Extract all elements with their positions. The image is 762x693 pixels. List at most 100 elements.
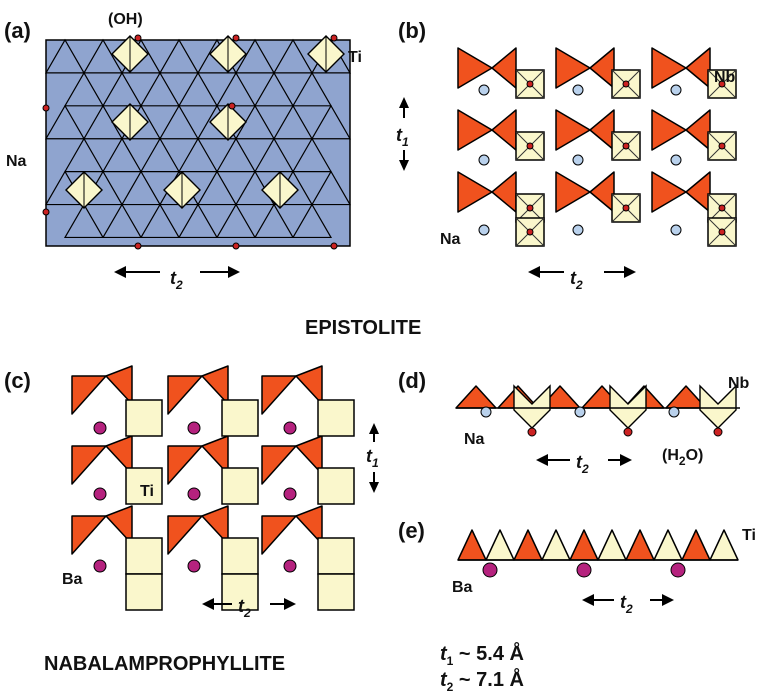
h2o-site [623,427,633,437]
na-site [478,224,490,236]
ba-site [283,487,297,501]
t2-axis-c: t2 [202,596,296,620]
nb-triangle [555,171,591,213]
ba-site [670,562,686,578]
ti-square [125,537,163,575]
octahedron-edge [82,38,124,74]
t2-label-a: t2 [170,268,183,292]
nb-triangle [589,171,615,213]
ti-square [125,467,163,505]
nb-triangle [685,171,711,213]
nb-triangle [457,47,493,89]
na-site [572,224,584,236]
t2-axis-b: t2 [528,266,636,292]
na-label-d: Na [464,431,485,448]
ti-chain-triangle [653,529,683,561]
octahedron-edge [253,203,295,239]
ba-site [93,421,107,435]
octahedron-edge [215,137,257,173]
nb-triangle [491,171,517,213]
panel-b-polyhedra [457,47,737,247]
nb-triangle [555,47,591,89]
ti-triangle [261,515,297,555]
octahedron-edge [272,38,314,74]
octahedron-edge [291,203,333,239]
na-site [478,84,490,96]
nb-triangle [589,47,615,89]
h2o-site [713,427,723,437]
nb-triangle [457,171,493,213]
oh-site [42,208,50,216]
oh-site [622,204,630,212]
na-label-a: Na [6,153,27,170]
oh-label: (OH) [108,11,143,28]
ti-triangle [105,505,133,545]
ti-square [317,399,355,437]
ba-site [576,562,592,578]
nb-triangle [491,47,517,89]
ti-square [125,573,163,611]
nb-triangle [651,47,687,89]
octahedron-edge [310,170,352,206]
panel-b: (b) Nb Na t1 t2 [396,18,737,292]
ba-site [93,487,107,501]
octahedron-edge [196,170,238,206]
ti-chain-triangle [569,529,599,561]
ba-site [187,421,201,435]
t2-value: t2 ~ 7.1 Å [440,667,524,693]
ti-triangle [105,365,133,405]
octahedron-edge [139,137,181,173]
nb-triangle [651,171,687,213]
octahedron-edge [101,71,143,107]
ba-site [283,559,297,573]
nb-chain-polyhedron [699,384,737,429]
oh-site [134,34,142,42]
t2-axis-a: t2 [114,266,240,292]
octahedron-edge [253,137,295,173]
octahedron-edge [101,203,143,239]
oh-site [42,104,50,112]
ti-triangle [71,375,107,415]
ti-triangle [201,435,229,475]
ti-chain-triangle [513,529,543,561]
ti-chain-triangle [681,529,711,561]
octahedron-edge [158,104,200,140]
octahedron-edge [272,104,314,140]
na-site [574,406,586,418]
ti-triangle [71,515,107,555]
ti-triangle [295,505,323,545]
na-site [572,154,584,166]
ba-site [283,421,297,435]
nb-label-d: Nb [728,375,750,392]
nb-triangle [457,109,493,151]
ti-square [221,467,259,505]
ti-triangle [105,435,133,475]
t2-label-d: t2 [576,452,589,476]
ti-triangle [261,445,297,485]
octahedron-edge [63,71,105,107]
nb-triangle [589,109,615,151]
octahedron-edge [177,137,219,173]
octahedron-edge [177,71,219,107]
octahedron-edge [291,71,333,107]
t1-axis-c: t1 [366,423,379,493]
ti-chain-triangle [457,529,487,561]
panel-e-label: (e) [398,518,425,543]
octahedron-edge [158,38,200,74]
parameter-legend: t1 ~ 5.4 Å t2 ~ 7.1 Å [440,641,524,693]
ba-site [187,559,201,573]
t2-label-e: t2 [620,592,633,616]
oh-site [228,102,236,110]
oh-site [526,142,534,150]
ti-square [317,467,355,505]
panel-e: (e) Ti Ba t2 [398,518,756,616]
ti-triangle [295,435,323,475]
oh-site [526,80,534,88]
na-label-b: Na [440,231,461,248]
oh-site [622,142,630,150]
oh-site [718,142,726,150]
ti-triangle [167,445,203,485]
panel-b-label: (b) [398,18,426,43]
octahedron-edge [234,38,276,74]
octahedron-edge [310,104,352,140]
